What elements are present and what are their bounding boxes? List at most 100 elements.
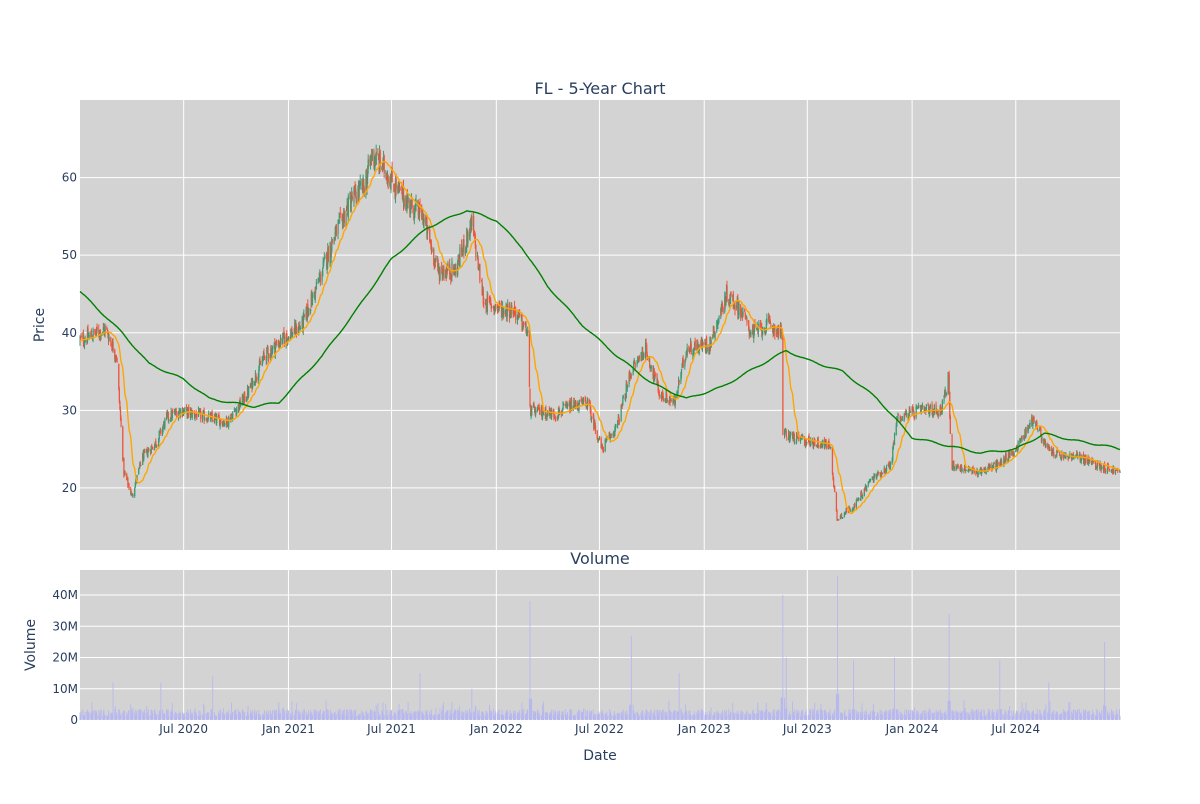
volume-bar	[849, 709, 851, 720]
volume-bar	[949, 700, 951, 721]
volume-bar	[725, 711, 727, 720]
volume-bar	[126, 711, 128, 720]
volume-bar	[888, 711, 890, 720]
volume-bar	[1105, 705, 1107, 720]
volume-bar	[135, 714, 137, 720]
volume-bar	[294, 710, 296, 720]
candle-body	[479, 264, 481, 281]
volume-bar	[609, 709, 611, 720]
volume-bar	[246, 714, 248, 720]
volume-bar	[945, 710, 947, 720]
candle-body	[390, 177, 392, 191]
candle-body	[633, 362, 635, 371]
volume-bar	[409, 714, 411, 720]
volume-bar	[781, 697, 783, 720]
volume-bar	[461, 712, 463, 720]
volume-bar	[706, 714, 707, 720]
volume-bar	[1076, 710, 1078, 720]
candle-body	[609, 434, 611, 441]
volume-bar	[749, 714, 751, 720]
volume-bar	[99, 716, 101, 720]
volume-bar	[916, 710, 918, 720]
candle-body	[236, 409, 238, 415]
volume-bar	[890, 709, 891, 720]
volume-bar	[784, 697, 785, 720]
candle-body	[789, 434, 791, 439]
volume-bar	[876, 712, 878, 720]
candle-body	[268, 353, 270, 359]
volume-bar	[829, 709, 831, 720]
volume-bar	[219, 714, 220, 720]
volume-bar	[785, 708, 787, 720]
candle-body	[143, 451, 145, 460]
volume-bar	[590, 712, 592, 720]
volume-bar	[489, 704, 490, 720]
candle-body	[323, 259, 325, 263]
candle-body	[892, 443, 895, 449]
volume-bar	[653, 714, 655, 720]
candle-body	[860, 492, 862, 501]
volume-bar	[752, 711, 754, 720]
volume-bar	[273, 710, 275, 720]
volume-bar	[438, 714, 440, 720]
volume-bar	[321, 714, 323, 720]
volume-bar	[268, 711, 269, 720]
volume-bar	[414, 710, 416, 720]
candle-body	[371, 149, 373, 161]
candle-body	[555, 418, 557, 420]
volume-bar	[131, 712, 133, 720]
volume-bar	[227, 712, 229, 720]
volume-bar	[1114, 714, 1116, 720]
candle-body	[638, 356, 640, 360]
volume-bar	[473, 711, 475, 720]
candle-body	[754, 323, 756, 328]
candle-body	[642, 353, 644, 360]
volume-bar	[645, 715, 647, 720]
volume-bar	[712, 715, 714, 720]
candle-body	[551, 409, 553, 418]
volume-bar	[330, 709, 332, 720]
volume-bar	[948, 613, 950, 720]
volume-bar	[528, 698, 530, 721]
candle-body	[738, 303, 740, 316]
price-y-tick-label: 60	[62, 171, 77, 185]
candle-body	[263, 352, 265, 356]
volume-bar	[897, 713, 899, 720]
volume-bar	[248, 715, 250, 720]
volume-bar	[415, 714, 416, 720]
volume-bar	[833, 715, 834, 720]
volume-bar	[462, 715, 464, 720]
candle-body	[1052, 448, 1055, 454]
volume-bar	[343, 709, 345, 720]
volume-bar	[708, 711, 710, 720]
candle-body	[963, 470, 965, 472]
volume-bar	[94, 713, 96, 720]
candle-body	[1108, 466, 1110, 469]
volume-bar	[1011, 715, 1013, 720]
candle-body	[610, 434, 613, 436]
volume-bar	[597, 713, 599, 720]
volume-bar	[861, 703, 863, 720]
volume-bar	[1060, 714, 1062, 720]
volume-bar	[335, 715, 337, 720]
candle-body	[793, 434, 795, 442]
volume-bar	[220, 710, 222, 720]
candle-body	[710, 339, 712, 348]
candle-body	[790, 432, 792, 435]
volume-bar	[606, 716, 608, 720]
candle-body	[575, 401, 577, 409]
volume-bar	[462, 711, 464, 720]
volume-bar	[802, 709, 804, 720]
candle-body	[781, 328, 783, 336]
volume-bar	[559, 711, 561, 720]
volume-bar	[696, 712, 698, 720]
volume-bar	[1091, 714, 1092, 720]
volume-bar	[650, 709, 652, 720]
candle-body	[272, 346, 274, 353]
volume-bar	[407, 714, 408, 720]
volume-bar	[341, 714, 343, 720]
volume-bar	[638, 716, 640, 720]
volume-bar	[319, 713, 321, 720]
volume-bar	[350, 715, 351, 720]
